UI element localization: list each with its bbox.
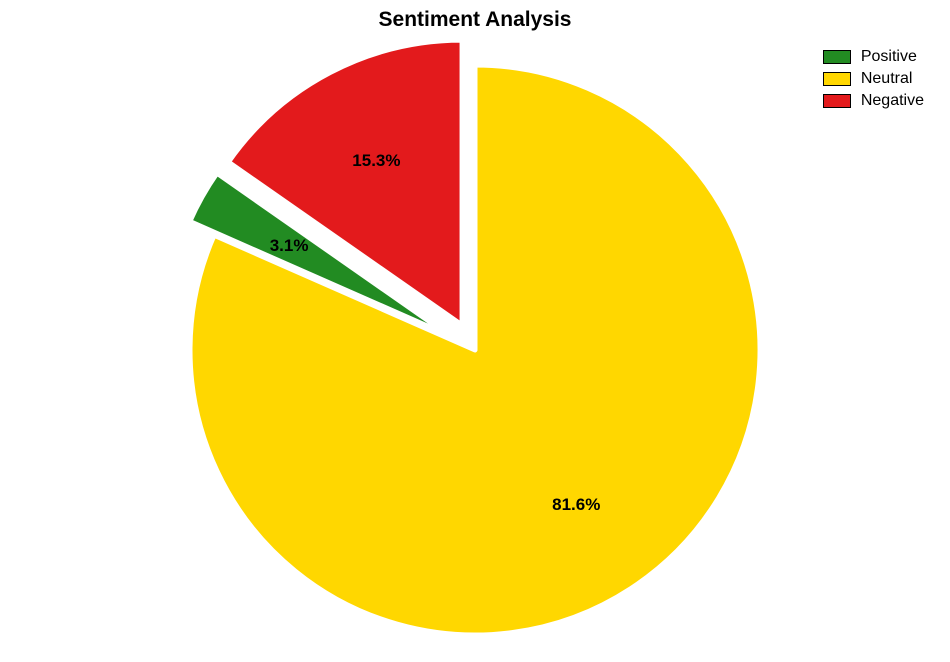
legend-label: Positive: [861, 48, 917, 66]
legend-label: Neutral: [861, 70, 913, 88]
slice-label-neutral: 81.6%: [552, 495, 600, 515]
pie-chart: [0, 0, 950, 662]
slice-label-positive: 3.1%: [270, 236, 309, 256]
legend-item-negative: Negative: [823, 92, 924, 110]
legend-item-neutral: Neutral: [823, 70, 924, 88]
legend-swatch: [823, 72, 851, 86]
legend-label: Negative: [861, 92, 924, 110]
legend-swatch: [823, 50, 851, 64]
legend: Positive Neutral Negative: [823, 48, 924, 110]
legend-swatch: [823, 94, 851, 108]
legend-item-positive: Positive: [823, 48, 924, 66]
slice-label-negative: 15.3%: [352, 151, 400, 171]
